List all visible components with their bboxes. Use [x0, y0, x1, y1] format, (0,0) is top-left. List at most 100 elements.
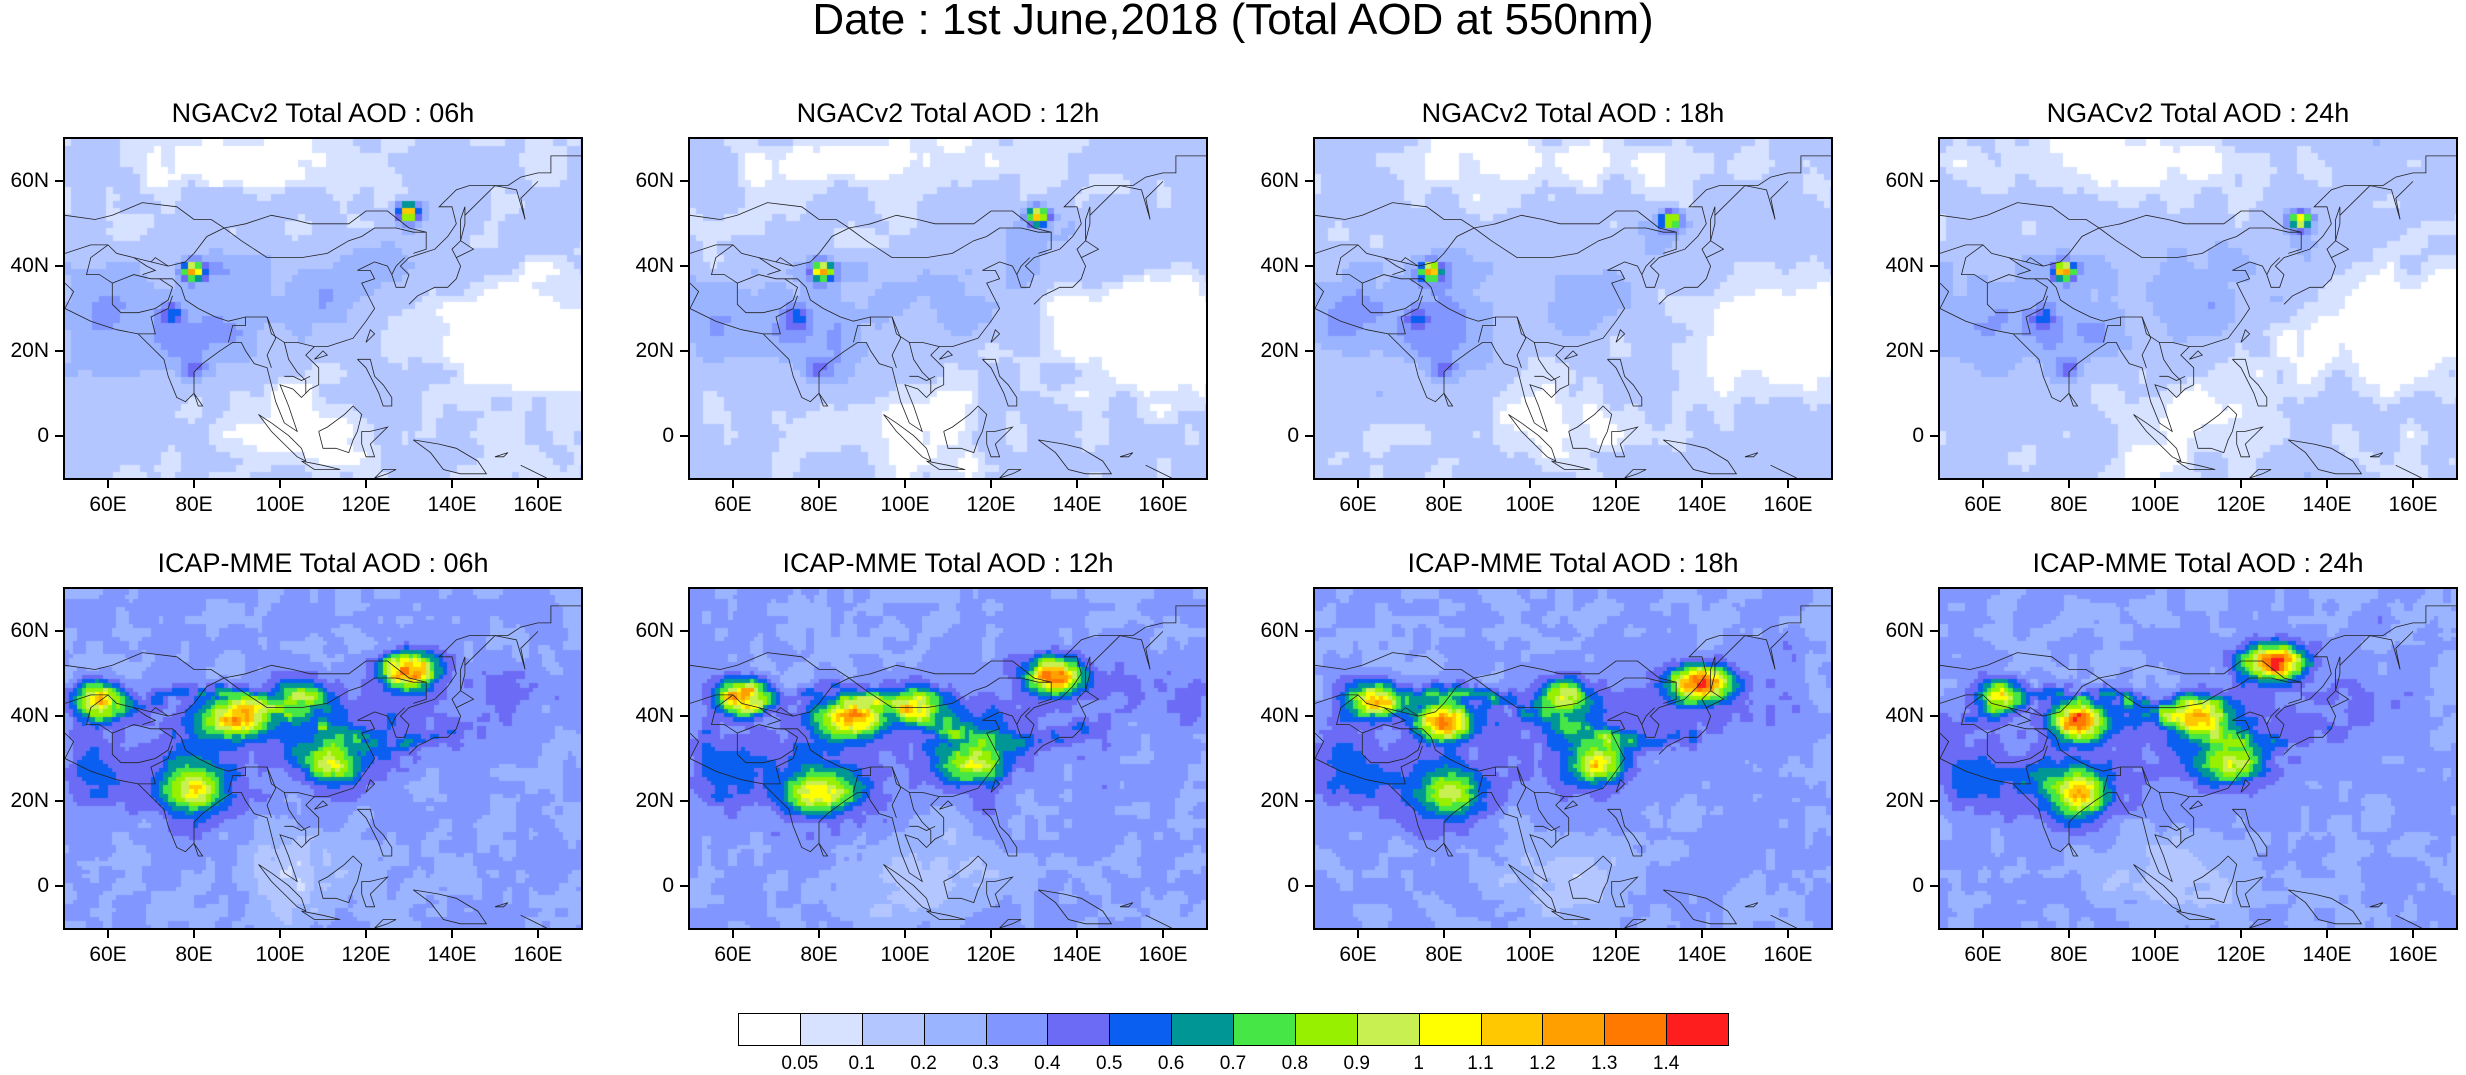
y-tick-mark: [55, 180, 63, 183]
colorbar-label: 0.4: [1034, 1053, 1061, 1074]
coastline: [2339, 181, 2414, 220]
y-tick-label: 0: [1287, 873, 1299, 897]
x-tick-mark: [2412, 480, 2414, 488]
x-tick-label: 80E: [175, 943, 213, 966]
y-tick-mark: [680, 630, 688, 633]
coastline: [1987, 274, 2190, 347]
map-panel: ICAP-MME Total AOD : 24h 60N 40N 20N 0 60E 80E…: [1885, 538, 2458, 1073]
x-tick-mark: [1357, 480, 1359, 488]
y-tick-label: 60N: [635, 169, 674, 193]
coastline: [2133, 864, 2182, 912]
x-tick-label: 100E: [1505, 493, 1555, 516]
y-tick-mark: [1305, 434, 1313, 437]
aod-field: [690, 139, 1206, 478]
coastline: [982, 358, 1018, 407]
coastline: [1478, 317, 1497, 343]
coastline: [2395, 914, 2422, 928]
coastline: [150, 257, 169, 267]
colorbar-swatch: [1233, 1013, 1296, 1046]
x-tick-mark: [193, 480, 195, 488]
coastline: [690, 202, 1052, 254]
y-tick-mark: [1930, 349, 1938, 352]
y-tick-label: 40N: [635, 254, 674, 278]
coastline: [736, 278, 798, 314]
coastline: [1516, 316, 1527, 368]
coastline: [1362, 274, 1565, 347]
coastline: [1315, 605, 1831, 883]
coastline: [690, 732, 700, 759]
x-tick-mark: [2326, 480, 2328, 488]
x-tick-label: 60E: [714, 493, 752, 516]
aod-map: [688, 137, 1208, 480]
coastline: [1641, 707, 1655, 725]
coastline: [2369, 902, 2384, 908]
coastline: [85, 244, 113, 284]
coastline: [1987, 724, 2190, 797]
y-tick-label: 0: [37, 873, 49, 897]
colorbar-swatch: [861, 1013, 925, 1046]
coastline: [1085, 206, 1091, 241]
panel-title: ICAP-MME Total AOD : 06h: [157, 548, 489, 578]
coastline: [193, 393, 204, 407]
coastline: [1443, 843, 1454, 857]
colorbar-swatch: [738, 1013, 801, 1046]
coastline: [2232, 358, 2268, 407]
y-tick-label: 60N: [1260, 619, 1299, 643]
x-tick-mark: [2154, 930, 2156, 938]
colorbar-swatch: [1666, 1013, 1729, 1046]
coastline: [2288, 889, 2363, 925]
aod-field: [1315, 139, 1831, 478]
coastline: [2266, 707, 2280, 725]
coastline: [314, 350, 329, 360]
x-tick-mark: [1982, 930, 1984, 938]
coastline: [891, 766, 902, 818]
coastline: [758, 257, 782, 275]
coastlines: [65, 155, 581, 478]
coastline: [2236, 876, 2264, 908]
y-tick-mark: [1305, 630, 1313, 633]
panel-title: NGACv2 Total AOD : 18h: [1421, 98, 1725, 128]
coastline: [2158, 342, 2182, 394]
coastline: [1516, 766, 1527, 818]
coastline: [1770, 914, 1797, 928]
coastlines: [1315, 605, 1831, 928]
aod-map: [1313, 137, 1833, 480]
x-tick-mark: [1615, 930, 1617, 938]
coastline: [2159, 825, 2186, 831]
coastline: [690, 652, 1052, 704]
coastline: [112, 724, 315, 797]
coastline: [1940, 677, 2302, 717]
map-panel: ICAP-MME Total AOD : 06h 60N 40N 20N 0 60E 80E…: [10, 538, 583, 1073]
panel-title: ICAP-MME Total AOD : 18h: [1407, 548, 1739, 578]
x-tick-label: 120E: [341, 943, 391, 966]
x-tick-label: 60E: [714, 943, 752, 966]
coastline: [520, 464, 547, 478]
x-tick-label: 160E: [2388, 943, 2438, 966]
coastline: [1335, 244, 1363, 284]
x-tick-mark: [818, 930, 820, 938]
coastline: [690, 605, 1206, 883]
x-tick-mark: [537, 930, 539, 938]
x-tick-label: 140E: [1052, 493, 1102, 516]
x-tick-mark: [1787, 930, 1789, 938]
coastline: [1076, 240, 1100, 258]
coastline: [1641, 257, 1655, 275]
y-tick-label: 40N: [635, 704, 674, 728]
coastline: [1038, 439, 1113, 475]
coastline: [2141, 766, 2152, 818]
y-tick-mark: [680, 180, 688, 183]
colorbar-label: 0.05: [781, 1053, 819, 1074]
x-tick-mark: [2326, 930, 2328, 938]
x-tick-mark: [904, 480, 906, 488]
x-tick-mark: [1982, 480, 1984, 488]
coastline: [1315, 652, 1677, 704]
colorbar-label: 0.3: [972, 1053, 999, 1074]
y-tick-mark: [680, 884, 688, 887]
panel-title: NGACv2 Total AOD : 06h: [171, 98, 475, 128]
coastline: [2326, 690, 2350, 708]
x-tick-label: 140E: [2302, 493, 2352, 516]
coastline: [982, 808, 1018, 857]
coastline: [943, 405, 988, 454]
x-tick-label: 60E: [89, 943, 127, 966]
x-tick-label: 160E: [513, 493, 563, 516]
